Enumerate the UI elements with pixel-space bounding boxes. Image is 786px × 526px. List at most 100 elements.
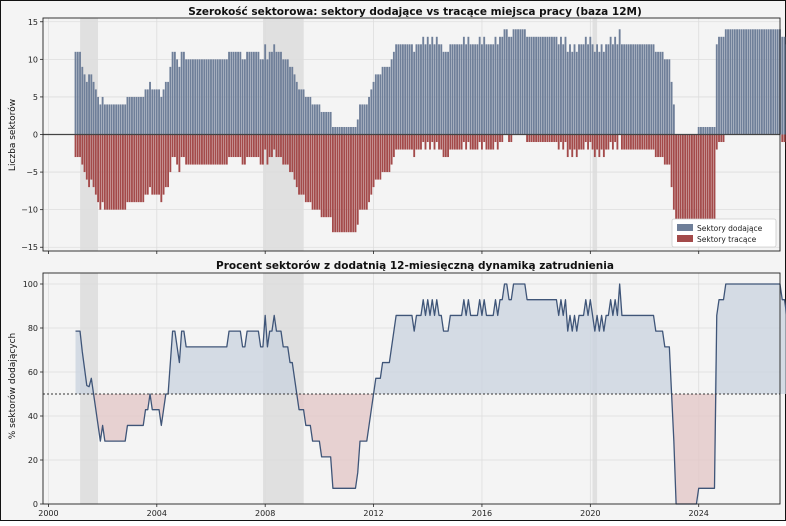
bar-adding xyxy=(206,59,208,134)
bar-losing xyxy=(650,135,652,150)
bar-losing xyxy=(662,135,664,158)
bar-adding xyxy=(763,29,765,134)
bar-adding xyxy=(434,44,436,134)
bar-losing xyxy=(598,135,600,158)
bar-adding xyxy=(395,44,397,134)
bar-losing xyxy=(339,135,341,233)
bar-adding xyxy=(400,44,402,134)
bar-adding xyxy=(578,44,580,134)
bar-adding xyxy=(343,127,345,135)
bar-losing xyxy=(393,135,395,158)
bar-adding xyxy=(729,29,731,134)
bar-adding xyxy=(332,127,334,135)
bar-losing xyxy=(352,135,354,233)
bar-losing xyxy=(537,135,539,143)
bar-adding xyxy=(192,59,194,134)
bar-adding xyxy=(129,97,131,135)
bottom-x-tick-label: 2008 xyxy=(255,509,275,518)
bar-adding xyxy=(208,59,210,134)
bar-adding xyxy=(397,44,399,134)
bar-adding xyxy=(373,82,375,135)
bar-adding xyxy=(743,29,745,134)
bar-losing xyxy=(413,135,415,158)
bottom-y-tick-label: 80 xyxy=(28,324,38,333)
bar-adding xyxy=(235,52,237,135)
bar-losing xyxy=(90,135,92,180)
bar-losing xyxy=(454,135,456,150)
bar-adding xyxy=(510,37,512,135)
bar-losing xyxy=(384,135,386,173)
bar-adding xyxy=(413,52,415,135)
bar-losing xyxy=(341,135,343,233)
top-y-tick-label: 0 xyxy=(33,131,38,140)
bar-losing xyxy=(246,135,248,158)
bar-adding xyxy=(309,97,311,135)
bar-adding xyxy=(467,37,469,135)
bar-adding xyxy=(553,37,555,135)
bar-losing xyxy=(203,135,205,165)
bar-losing xyxy=(443,135,445,158)
bar-losing xyxy=(131,135,133,203)
bar-adding xyxy=(160,97,162,135)
bar-losing xyxy=(129,135,131,203)
bar-adding xyxy=(519,29,521,134)
bar-losing xyxy=(395,135,397,150)
bar-losing xyxy=(666,135,668,165)
bar-losing xyxy=(228,135,230,158)
bar-losing xyxy=(576,135,578,158)
bar-adding xyxy=(443,52,445,135)
bar-losing xyxy=(99,135,101,210)
bar-adding xyxy=(537,37,539,135)
bar-adding xyxy=(81,67,83,135)
bar-losing xyxy=(583,135,585,150)
bar-adding xyxy=(707,127,709,135)
bar-adding xyxy=(257,52,259,135)
bar-losing xyxy=(185,135,187,165)
bar-losing xyxy=(221,135,223,165)
bar-losing xyxy=(199,135,201,165)
bar-adding xyxy=(84,74,86,134)
bar-losing xyxy=(533,135,535,143)
bar-losing xyxy=(267,135,269,165)
bar-losing xyxy=(605,135,607,150)
bar-losing xyxy=(379,135,381,180)
bar-adding xyxy=(303,89,305,134)
bar-adding xyxy=(592,44,594,134)
bar-adding xyxy=(379,74,381,134)
bar-adding xyxy=(752,29,754,134)
bar-adding xyxy=(533,37,535,135)
bar-losing xyxy=(217,135,219,165)
bar-losing xyxy=(535,135,537,143)
bar-losing xyxy=(77,135,79,158)
bar-losing xyxy=(280,135,282,158)
bar-adding xyxy=(382,67,384,135)
bar-losing xyxy=(668,135,670,165)
bar-adding xyxy=(662,52,664,135)
bar-adding xyxy=(239,52,241,135)
bar-adding xyxy=(454,44,456,134)
bar-adding xyxy=(138,97,140,135)
bar-adding xyxy=(495,37,497,135)
bar-losing xyxy=(327,135,329,218)
bar-adding xyxy=(368,97,370,135)
bar-adding xyxy=(626,44,628,134)
bar-adding xyxy=(327,112,329,135)
bar-losing xyxy=(346,135,348,233)
bar-adding xyxy=(765,29,767,134)
bar-losing xyxy=(285,135,287,165)
bar-losing xyxy=(278,135,280,158)
bar-losing xyxy=(192,135,194,165)
bar-adding xyxy=(481,44,483,134)
bar-adding xyxy=(287,59,289,134)
bottom-x-tick-label: 2000 xyxy=(38,509,58,518)
bar-adding xyxy=(271,52,273,135)
bar-losing xyxy=(673,135,675,210)
bar-adding xyxy=(709,127,711,135)
bar-losing xyxy=(528,135,530,143)
bar-losing xyxy=(422,135,424,143)
bar-adding xyxy=(253,52,255,135)
bar-adding xyxy=(203,59,205,134)
bar-losing xyxy=(294,135,296,180)
bar-adding xyxy=(465,44,467,134)
